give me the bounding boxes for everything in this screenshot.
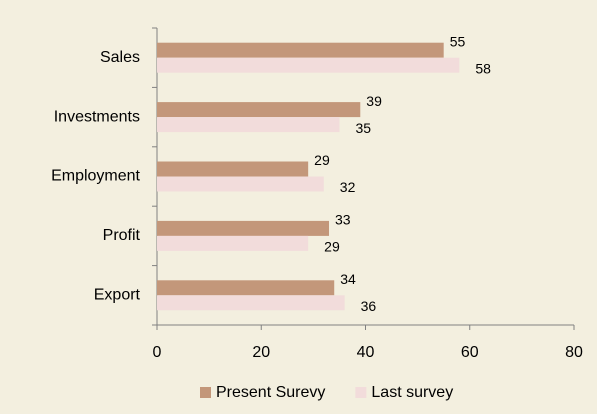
value-label: 29 — [324, 239, 340, 255]
y-tick-label: Investments — [54, 108, 140, 125]
x-tick-label: 80 — [565, 344, 583, 361]
x-tick-label: 0 — [153, 344, 162, 361]
x-tick-label: 20 — [252, 344, 270, 361]
bar — [157, 161, 309, 177]
bar — [157, 235, 309, 251]
legend-label: Present Surevy — [216, 384, 325, 401]
y-tick-label: Export — [94, 287, 141, 304]
legend-swatch — [200, 387, 211, 398]
value-label: 34 — [340, 271, 356, 287]
value-label: 35 — [355, 120, 371, 136]
bar — [157, 280, 335, 296]
bar — [157, 102, 361, 118]
value-label: 36 — [361, 298, 377, 314]
bar — [157, 42, 444, 58]
y-tick-label: Sales — [100, 49, 140, 66]
legend-label: Last survey — [371, 384, 453, 401]
bar — [157, 176, 324, 192]
value-label: 29 — [314, 152, 330, 168]
legend-swatch — [355, 387, 367, 398]
bar — [157, 295, 345, 311]
x-tick-label: 40 — [357, 344, 375, 361]
bar — [157, 117, 340, 133]
bar — [157, 57, 460, 73]
value-label: 39 — [366, 93, 382, 109]
value-label: 55 — [450, 33, 466, 49]
y-tick-label: Profit — [103, 227, 141, 244]
value-label: 33 — [335, 212, 351, 228]
bar — [157, 220, 330, 236]
value-label: 32 — [340, 179, 356, 195]
x-tick-label: 60 — [461, 344, 479, 361]
y-tick-label: Employment — [51, 168, 140, 185]
value-label: 58 — [475, 60, 491, 76]
